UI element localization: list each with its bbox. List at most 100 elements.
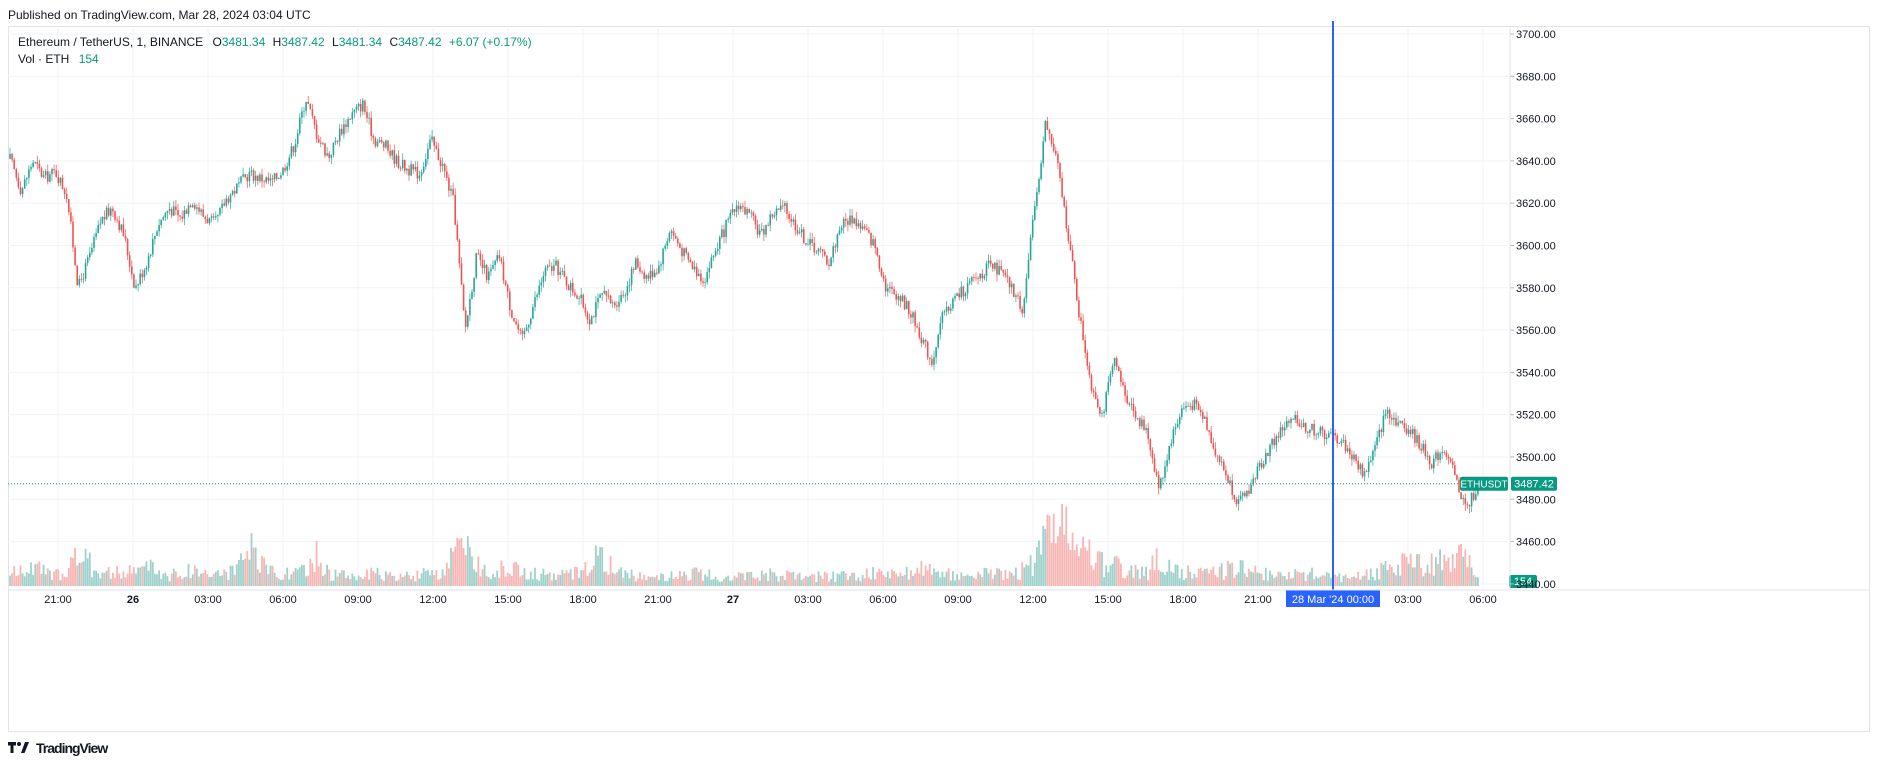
candle-body	[782, 205, 784, 207]
volume-bar	[624, 570, 627, 586]
candle-body	[544, 267, 547, 277]
volume-bar	[674, 576, 677, 586]
candle-body	[632, 268, 635, 270]
volume-bar	[1122, 577, 1124, 586]
volume-bar	[395, 581, 398, 586]
volume-bar	[1269, 570, 1271, 586]
volume-bar	[666, 580, 669, 586]
volume-bar	[1107, 572, 1110, 586]
candle-body	[11, 153, 13, 160]
volume-bar	[826, 573, 828, 586]
volume-bar	[1138, 578, 1141, 586]
candle-body	[689, 259, 692, 263]
volume-bar	[952, 571, 954, 586]
volume-bar	[618, 569, 620, 586]
volume-bar	[177, 577, 179, 586]
candle-body	[708, 267, 711, 273]
candle-body	[880, 268, 883, 276]
volume-bar	[313, 572, 316, 586]
candle-body	[1130, 403, 1133, 405]
volume-bar	[1388, 564, 1391, 586]
volume-bar	[122, 571, 125, 586]
last-price-badge	[1511, 476, 1557, 491]
legend-low-label: L	[332, 35, 339, 49]
volume-bar	[42, 564, 45, 586]
candle-body	[208, 217, 211, 224]
candle-body	[326, 153, 328, 156]
volume-bar	[1397, 564, 1399, 586]
volume-bar	[855, 580, 858, 586]
candle-body	[1447, 456, 1450, 459]
candle-body	[725, 219, 727, 238]
candle-body	[341, 128, 343, 135]
candle-body	[897, 296, 900, 300]
candle-body	[418, 175, 421, 179]
volume-bar	[435, 570, 438, 586]
candle-body	[265, 177, 267, 183]
candle-body	[221, 203, 223, 209]
volume-bar	[649, 576, 652, 586]
volume-bar	[1078, 556, 1080, 586]
candle-body	[345, 124, 347, 128]
volume-bar	[76, 565, 79, 586]
candle-body	[1191, 405, 1194, 410]
volume-bar	[679, 570, 681, 586]
volume-bar	[523, 567, 526, 586]
candle-body	[817, 248, 820, 252]
candle-body	[322, 143, 324, 145]
volume-bar	[231, 565, 234, 586]
candle-body	[929, 357, 931, 360]
volume-bar	[414, 581, 417, 586]
chart-frame[interactable]	[8, 26, 1870, 732]
volume-bar	[830, 579, 832, 586]
volume-bar	[853, 572, 856, 586]
candle-body	[788, 214, 790, 219]
volume-bar	[168, 581, 171, 586]
candle-body	[1468, 505, 1471, 507]
price-chart[interactable]: ETHUSDT 3487.42 154 28 Mar '24 00:00 3700.0…	[0, 0, 1882, 740]
candle-body	[469, 298, 471, 316]
volume-bar	[128, 565, 131, 586]
candle-body	[771, 214, 774, 217]
volume-bar	[462, 547, 465, 586]
candle-body	[920, 337, 923, 344]
candle-body	[372, 135, 375, 139]
candle-body	[1157, 475, 1160, 489]
candle-body	[805, 243, 807, 245]
volume-bar	[1105, 565, 1108, 586]
candle-body	[1212, 443, 1215, 449]
candle-body	[937, 334, 939, 348]
candle-body	[1208, 430, 1210, 432]
candle-body	[956, 293, 958, 297]
candle-body	[1034, 206, 1036, 220]
volume-bar	[1101, 552, 1103, 586]
volume-bar	[120, 578, 123, 586]
candle-body	[1220, 461, 1223, 463]
candle-body	[1441, 452, 1443, 454]
candle-body	[616, 305, 618, 307]
candle-body	[349, 118, 351, 120]
volume-bar	[1075, 544, 1078, 586]
candle-body	[761, 228, 763, 231]
candle-body	[809, 239, 811, 245]
volume-bar	[133, 567, 135, 586]
candle-body	[89, 252, 91, 258]
time-tick-label: 06:00	[869, 594, 897, 606]
candle-body	[1231, 480, 1233, 495]
volume-bar	[1453, 567, 1456, 586]
volume-bar	[880, 571, 883, 586]
candle-body	[557, 260, 559, 276]
volume-bar	[559, 575, 562, 586]
volume-bar	[658, 580, 660, 586]
candle-body	[273, 173, 276, 180]
candle-body	[565, 276, 568, 286]
volume-bar	[466, 536, 469, 586]
candle-body	[1044, 121, 1047, 142]
volume-bar	[269, 565, 272, 586]
volume-bar	[1113, 556, 1116, 586]
volume-bar	[838, 574, 841, 586]
candle-body	[851, 215, 853, 224]
candle-body	[97, 224, 99, 234]
volume-bar	[685, 574, 688, 586]
candle-body	[605, 290, 608, 296]
